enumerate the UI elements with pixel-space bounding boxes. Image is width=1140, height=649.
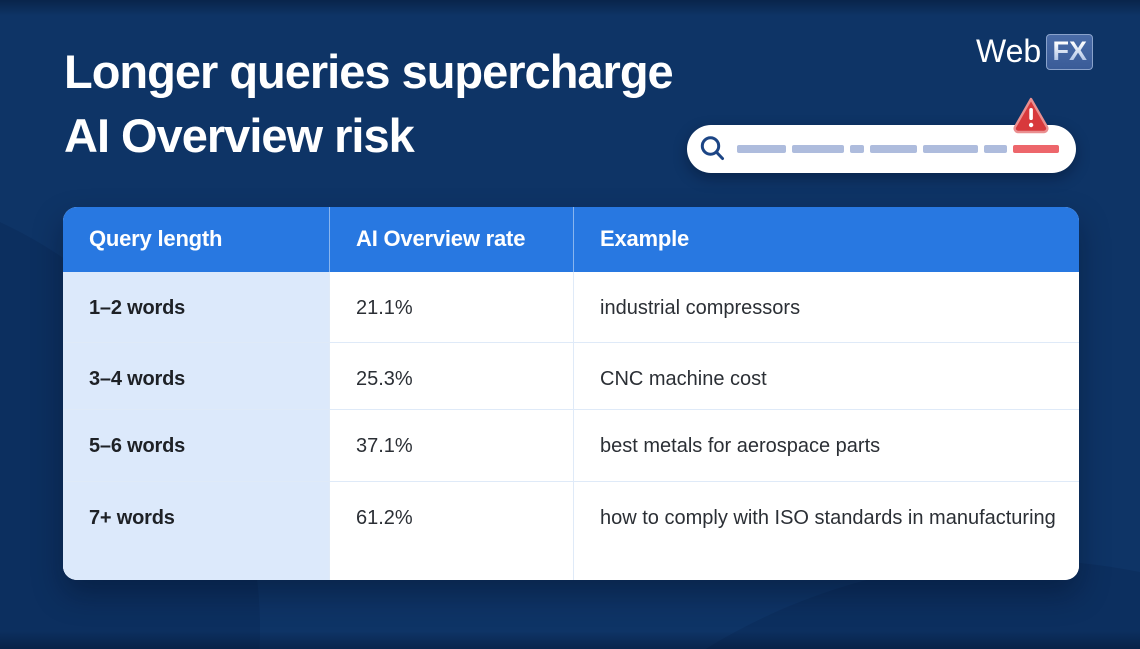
logo-fx-badge: FX (1046, 33, 1094, 70)
logo-web-text: Web (976, 33, 1042, 69)
data-table: Query length AI Overview rate Example 1–… (63, 207, 1079, 580)
dash (923, 145, 978, 153)
cell-example: industrial compressors (573, 271, 1079, 342)
dash (850, 145, 864, 153)
dash (737, 145, 786, 153)
table-row: 5–6 words 37.1% best metals for aerospac… (63, 409, 1079, 482)
cell-query-length: 5–6 words (63, 410, 329, 482)
page-title-line2: AI Overview risk (64, 109, 415, 162)
search-bar-illustration (687, 125, 1076, 173)
warning-icon (1013, 97, 1049, 134)
logo-fx-text: FX (1052, 36, 1087, 66)
cell-query-length: 1–2 words (63, 271, 329, 342)
cell-query-length: 7+ words (63, 482, 329, 580)
dash (984, 145, 1007, 153)
column-header-query-length: Query length (89, 226, 223, 252)
table-row: 7+ words 61.2% how to comply with ISO st… (63, 481, 1079, 580)
dash (870, 145, 917, 153)
table-header-row: Query length AI Overview rate Example (63, 207, 1079, 272)
dash (792, 145, 844, 153)
query-placeholder-dashes (737, 145, 1059, 153)
dash-red (1013, 145, 1059, 153)
column-header-ai-overview-rate: AI Overview rate (329, 207, 573, 272)
page-title: Longer queries supercharge AI Overview r… (64, 40, 674, 168)
cell-query-length: 3–4 words (63, 342, 329, 410)
cell-example: CNC machine cost (573, 342, 1079, 410)
cell-rate: 61.2% (329, 482, 573, 580)
cell-rate: 21.1% (329, 271, 573, 342)
page-title-line1: Longer queries supercharge (64, 45, 674, 98)
cell-rate: 37.1% (329, 410, 573, 482)
table-row: 3–4 words 25.3% CNC machine cost (63, 341, 1079, 410)
search-icon (700, 136, 724, 160)
cell-rate: 25.3% (329, 342, 573, 410)
cell-example: best metals for aerospace parts (573, 410, 1079, 482)
cell-example: how to comply with ISO standards in manu… (573, 482, 1079, 580)
webfx-logo: Web FX (976, 33, 1094, 70)
column-header-example: Example (573, 207, 1079, 272)
table-row: 1–2 words 21.1% industrial compressors (63, 271, 1079, 342)
